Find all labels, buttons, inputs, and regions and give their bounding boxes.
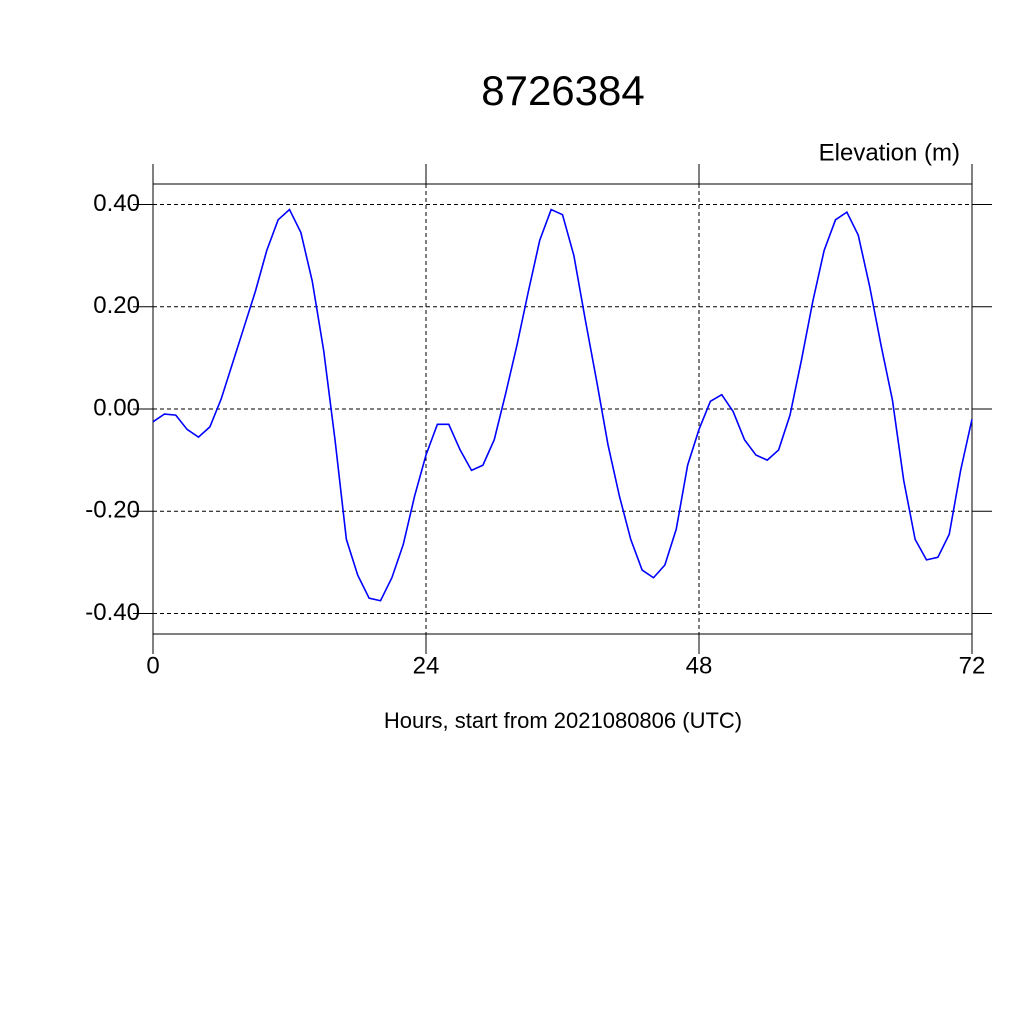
subtitle: Elevation (m) — [819, 139, 960, 166]
x-tick-label: 48 — [686, 652, 713, 679]
x-tick-label: 0 — [146, 652, 159, 679]
chart-title: 8726384 — [481, 67, 645, 114]
y-tick-label: 0.40 — [93, 190, 140, 217]
x-tick-label: 24 — [413, 652, 440, 679]
x-tick-label: 72 — [959, 652, 986, 679]
y-tick-label: 0.20 — [93, 292, 140, 319]
line-series — [152, 208, 973, 602]
y-tick-label: 0.00 — [93, 394, 140, 421]
y-tick-label: -0.20 — [85, 497, 140, 524]
y-tick-label: -0.40 — [85, 599, 140, 626]
x-axis-label: Hours, start from 2021080806 (UTC) — [384, 708, 742, 733]
